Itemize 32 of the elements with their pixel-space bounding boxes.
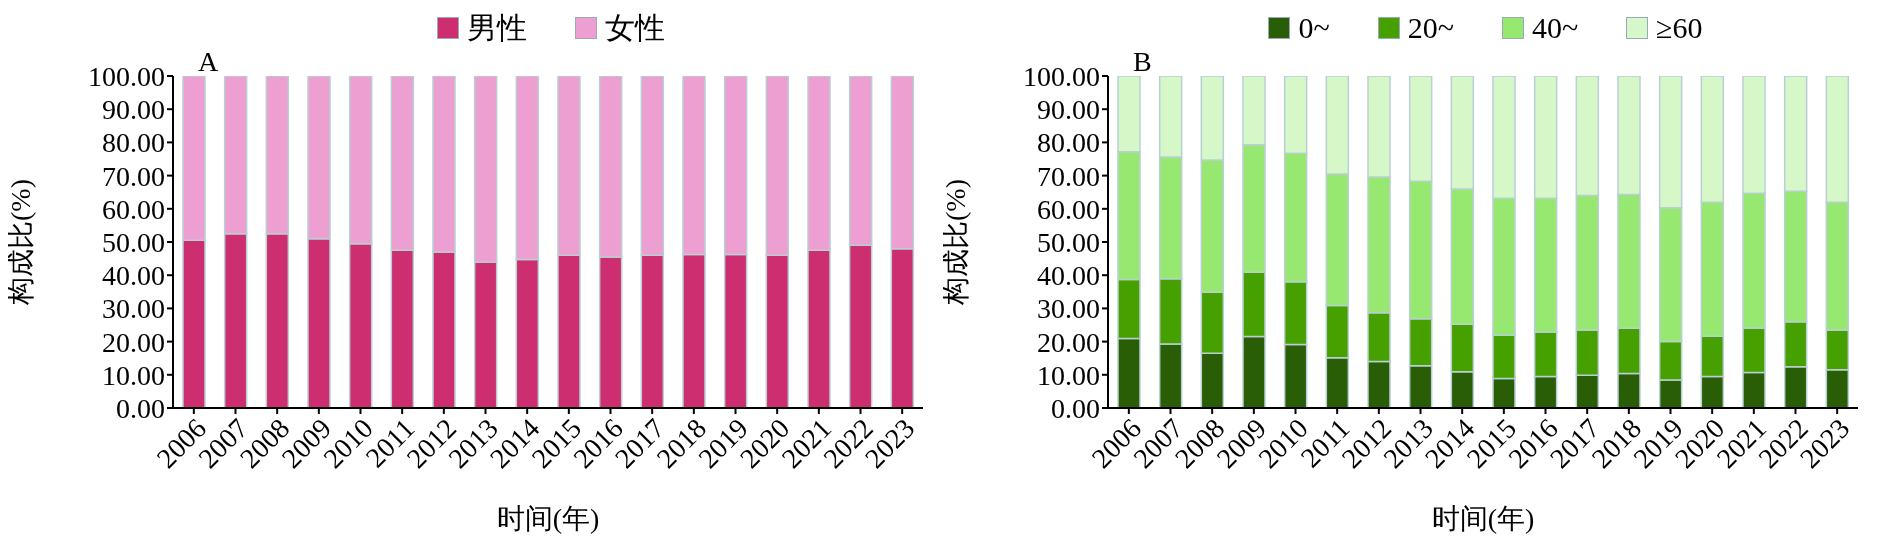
y-tick-label: 50.00 [1037, 226, 1100, 258]
y-tick-label: 50.00 [102, 226, 165, 258]
y-tick-label: 20.00 [102, 326, 165, 358]
y-tick-label: 20.00 [1037, 326, 1100, 358]
chart-title: A [198, 46, 219, 78]
y-tick-label: 60.00 [102, 193, 165, 225]
legend-label: 20~ [1407, 11, 1454, 45]
chart-title: B [1133, 46, 1152, 78]
legend-label: 女性 [604, 9, 665, 46]
y-tick-label: 70.00 [1037, 160, 1100, 192]
y-tick-label: 40.00 [1037, 260, 1100, 292]
y-tick-label: 30.00 [1037, 293, 1100, 325]
x-axis-title: 时间(年) [1431, 503, 1535, 534]
y-tick-label: 100.00 [88, 60, 165, 92]
y-tick-label: 70.00 [102, 160, 165, 192]
legend-label: ≥60 [1656, 11, 1703, 45]
x-axis-title: 时间(年) [496, 503, 600, 534]
y-tick-label: 0.00 [116, 392, 165, 424]
y-tick-label: 90.00 [1037, 94, 1100, 126]
legend-label: 0~ [1298, 11, 1330, 45]
y-tick-label: 60.00 [1037, 193, 1100, 225]
y-tick-label: 80.00 [102, 127, 165, 159]
legend-label: 40~ [1531, 11, 1579, 45]
y-tick-label: 100.00 [1023, 60, 1100, 92]
y-tick-label: 10.00 [102, 359, 165, 391]
y-tick-label: 80.00 [1037, 127, 1100, 159]
y-tick-label: 0.00 [1051, 392, 1100, 424]
legend-label: 男性 [466, 9, 527, 46]
y-tick-label: 10.00 [1037, 359, 1100, 391]
y-tick-label: 40.00 [102, 260, 165, 292]
y-tick-label: 90.00 [102, 94, 165, 126]
y-tick-label: 30.00 [102, 293, 165, 325]
